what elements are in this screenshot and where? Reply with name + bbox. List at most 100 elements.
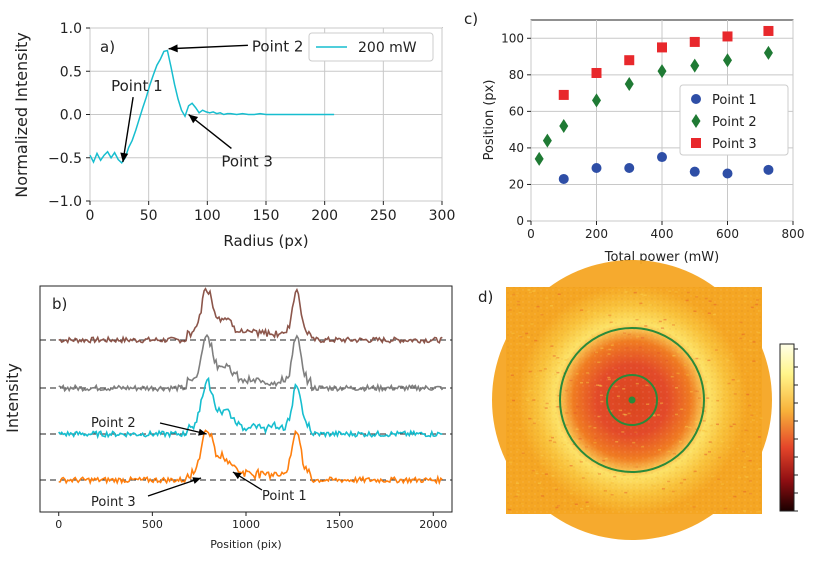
speckle: [509, 461, 513, 463]
speckle: [536, 305, 540, 308]
speckle: [749, 492, 753, 495]
speckle: [555, 506, 559, 509]
speckle: [609, 321, 613, 323]
speckle: [750, 414, 754, 416]
speckle: [515, 367, 519, 369]
panel-c-point-point1: [558, 173, 569, 184]
speckle: [541, 472, 545, 475]
speckle: [706, 326, 710, 329]
speckle: [701, 323, 705, 325]
speckle: [616, 395, 620, 397]
speckle: [604, 457, 608, 460]
speckle: [696, 420, 700, 422]
panel-a-series-200mw: [89, 49, 335, 165]
speckle: [586, 505, 590, 508]
panel-a-annotation-arrow: [188, 113, 232, 149]
speckle: [739, 337, 743, 340]
speckle: [533, 419, 537, 421]
speckle: [641, 304, 645, 307]
panel-b-xlabel: Position (pix): [210, 538, 281, 551]
speckle: [542, 391, 546, 393]
speckle: [621, 431, 625, 433]
speckle: [515, 482, 519, 484]
speckle: [518, 311, 522, 314]
speckle: [683, 478, 687, 481]
speckle: [704, 297, 708, 300]
speckle: [525, 397, 529, 400]
speckle: [729, 425, 733, 428]
speckle: [708, 441, 712, 443]
speckle: [614, 374, 617, 376]
speckle: [593, 311, 596, 314]
speckle: [675, 387, 678, 389]
speckle: [585, 318, 589, 320]
speckle: [622, 474, 626, 476]
panel-c-point-point3: [657, 42, 667, 53]
speckle: [589, 396, 593, 399]
panel-c-point-point2: [657, 64, 667, 79]
speckle: [685, 299, 689, 302]
panel-c-ytick-label: 40: [509, 141, 524, 155]
speckle: [672, 452, 676, 455]
speckle: [742, 450, 745, 453]
speckle: [679, 482, 683, 484]
speckle: [730, 380, 734, 382]
speckle: [657, 352, 661, 354]
panel-d-label: d): [478, 288, 493, 306]
speckle: [599, 416, 603, 418]
panel-c-ytick-label: 80: [509, 68, 524, 82]
speckle: [613, 378, 617, 381]
speckle: [652, 485, 656, 487]
panel-c-ylabel: Position (px): [482, 80, 497, 161]
speckle: [617, 355, 621, 358]
speckle: [589, 382, 593, 385]
panel-c-point-point1: [657, 152, 667, 163]
speckle: [757, 436, 761, 438]
panel-c-point-point2: [624, 76, 634, 91]
speckle: [732, 423, 736, 425]
speckle: [634, 444, 638, 446]
panel-b-trace-brown: [58, 287, 443, 345]
speckle: [553, 487, 557, 489]
speckle: [671, 490, 675, 493]
panel-c-ytick-label: 0: [516, 214, 524, 228]
speckle: [586, 472, 590, 474]
speckle: [640, 387, 644, 390]
panel-a-ticks: 0 50 100 150 200 250 300 −1.0 −0.5 0.0 0.5 1.0: [48, 21, 455, 224]
speckle: [660, 327, 664, 329]
panel-b-label: b): [52, 295, 67, 313]
panel-b-annotation-arrowhead: [198, 428, 207, 436]
speckle: [614, 385, 618, 388]
speckle: [636, 335, 640, 338]
speckle: [576, 440, 580, 442]
speckle: [637, 318, 641, 320]
speckle: [528, 370, 532, 373]
speckle: [588, 425, 592, 428]
speckle: [569, 379, 573, 382]
speckle: [610, 482, 614, 484]
panel-a-xtick-label: 50: [140, 208, 158, 224]
speckle: [557, 362, 561, 364]
panel-a-legend: 200 mW: [308, 32, 434, 62]
speckle: [533, 432, 537, 435]
speckle: [672, 324, 675, 326]
speckle: [668, 290, 672, 292]
panel-c-points: [534, 25, 774, 184]
speckle: [632, 441, 636, 444]
speckle: [667, 500, 671, 503]
speckle: [635, 475, 638, 477]
speckle: [709, 424, 713, 427]
speckle: [743, 510, 747, 512]
speckle: [563, 337, 566, 339]
panel-b-annotation-arrow: [147, 477, 202, 497]
speckle: [574, 503, 578, 505]
speckle: [560, 345, 564, 348]
speckle: [537, 433, 541, 435]
speckle: [556, 406, 560, 408]
panel-c-point-point2: [592, 93, 601, 108]
speckle: [660, 402, 664, 404]
speckle: [749, 340, 753, 342]
speckle: [644, 325, 648, 327]
speckle: [734, 394, 738, 396]
panel-b-xtick-label: 0: [55, 518, 62, 531]
